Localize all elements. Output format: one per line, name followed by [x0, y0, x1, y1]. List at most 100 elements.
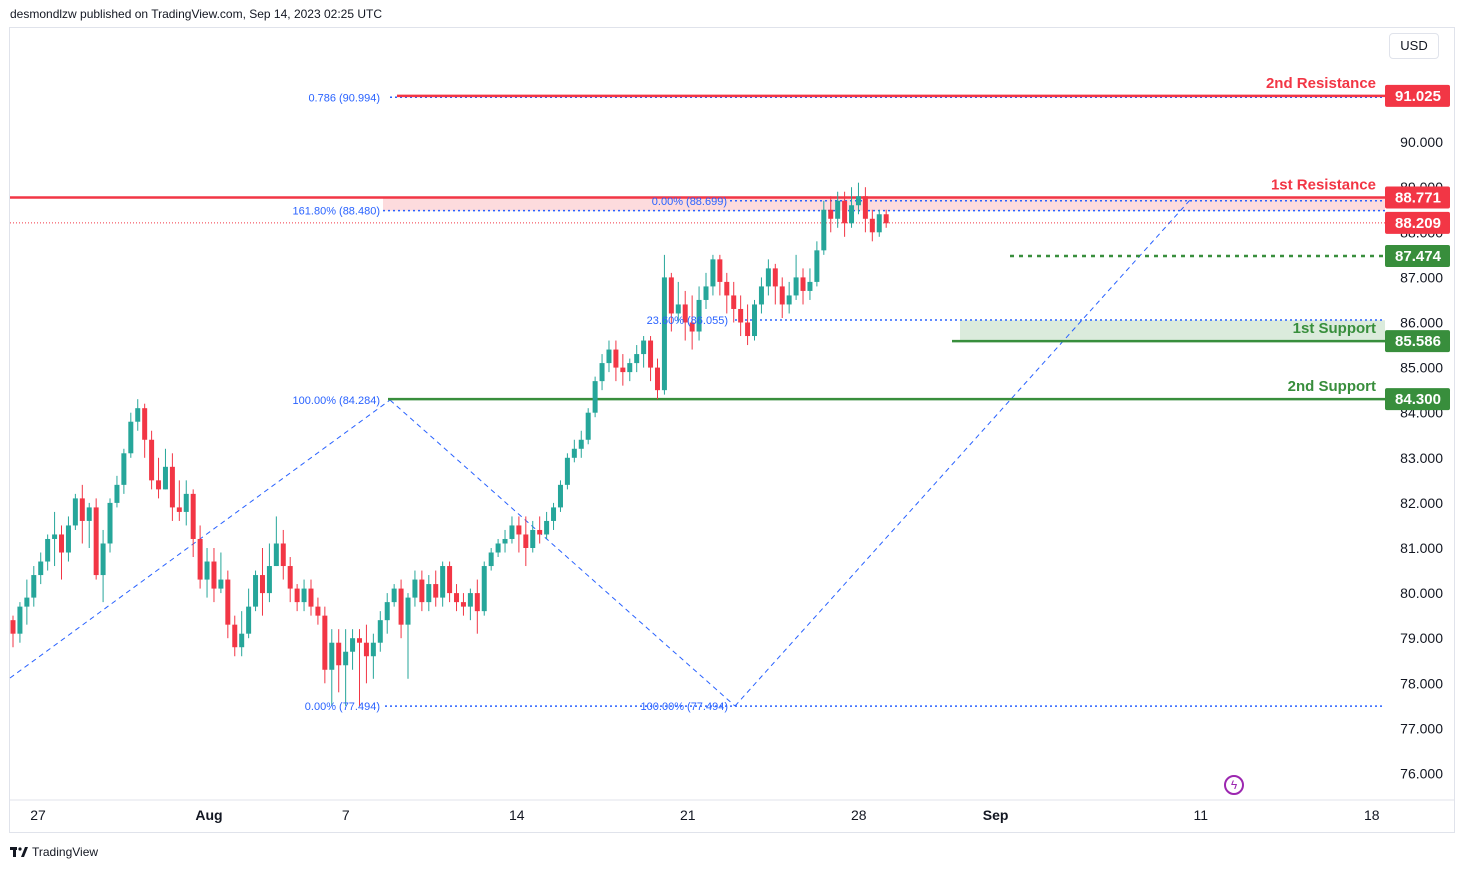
- candle: [79, 484, 85, 544]
- candle: [869, 209, 875, 242]
- candle: [571, 439, 577, 463]
- candle-body: [107, 502, 113, 544]
- candle: [135, 399, 141, 431]
- candle: [578, 430, 584, 458]
- candle-body: [862, 196, 868, 219]
- candle: [634, 345, 640, 373]
- candle-body: [544, 520, 550, 535]
- candle-body: [336, 642, 342, 666]
- candle-body: [398, 588, 404, 625]
- candle-body: [162, 466, 168, 490]
- level-name: 1st Support: [1293, 320, 1376, 337]
- candle-body: [197, 538, 203, 580]
- candle-body: [273, 543, 279, 567]
- candle-body: [557, 484, 563, 508]
- candlestick-series: [10, 182, 889, 706]
- candle: [821, 200, 827, 255]
- fib-label: 23.60% (86.055): [647, 315, 728, 327]
- candle-body: [765, 268, 771, 287]
- time-tick: 18: [1364, 807, 1380, 823]
- candle-body: [454, 593, 460, 603]
- time-tick: 7: [342, 807, 350, 823]
- candle-body: [620, 367, 626, 373]
- candle: [849, 187, 855, 228]
- candle-body: [65, 525, 71, 553]
- candle: [336, 629, 342, 693]
- time-tick: 14: [509, 807, 525, 823]
- candle: [426, 575, 432, 612]
- candle-body: [246, 606, 252, 634]
- price-tick: 90.000: [1400, 134, 1443, 150]
- candle-body: [696, 299, 702, 332]
- candle: [599, 354, 605, 391]
- candle: [474, 579, 480, 634]
- candle-body: [419, 579, 425, 603]
- candle-body: [689, 322, 695, 332]
- level-lines: [10, 94, 1385, 401]
- candle: [114, 475, 120, 508]
- candle-body: [308, 588, 314, 607]
- price-badge-label: 84.300: [1395, 391, 1441, 408]
- candle-body: [793, 277, 799, 296]
- footer: TradingView: [10, 843, 98, 861]
- candle-body: [322, 615, 328, 670]
- support-zone: [960, 320, 1385, 342]
- candle: [765, 259, 771, 296]
- candle-body: [752, 304, 758, 337]
- candle: [855, 182, 861, 215]
- candle-body: [564, 457, 570, 485]
- candle: [246, 588, 252, 639]
- candle: [696, 286, 702, 341]
- price-axis[interactable]: 76.000 77.000 78.000 79.000 80.000 81.000 82.0…: [1400, 134, 1443, 781]
- candle: [668, 272, 674, 332]
- candle: [391, 584, 397, 607]
- candle-body: [142, 408, 148, 440]
- fib-label: 161.80% (88.480): [293, 206, 380, 218]
- candle: [495, 538, 501, 558]
- candle-body: [758, 286, 764, 305]
- candle-body: [668, 277, 674, 314]
- candle-body: [835, 200, 841, 219]
- fibonacci-lines: [9, 96, 1385, 707]
- candle: [176, 480, 182, 521]
- price-tick: 81.000: [1400, 540, 1443, 556]
- candle-body: [447, 566, 453, 594]
- candle: [502, 529, 508, 553]
- candle-body: [10, 620, 16, 634]
- candle-body: [169, 466, 175, 508]
- candle-body: [59, 534, 65, 553]
- resistance-zone: [383, 197, 1385, 211]
- price-tick: 79.000: [1400, 630, 1443, 646]
- time-axis[interactable]: 27 Aug 7 14 21 28 Sep 11 18: [10, 799, 1455, 823]
- candle-body: [183, 493, 189, 512]
- candle-body: [343, 651, 349, 666]
- candle-body: [24, 597, 30, 607]
- candle: [259, 548, 265, 616]
- candle-body: [93, 507, 99, 576]
- candle: [675, 281, 681, 323]
- candle: [592, 376, 598, 418]
- candle-body: [232, 624, 238, 648]
- candle-body: [585, 412, 591, 440]
- candle-body: [800, 277, 806, 291]
- candle: [779, 277, 785, 318]
- candle: [620, 354, 626, 386]
- flash-marker-icon[interactable]: ϟ: [1224, 775, 1244, 795]
- candle: [488, 548, 494, 571]
- candle-body: [481, 566, 487, 612]
- price-tick: 76.000: [1400, 766, 1443, 782]
- candle-body: [370, 642, 376, 657]
- price-badge: [1385, 388, 1450, 411]
- candle-body: [433, 584, 439, 598]
- candle-body: [135, 408, 141, 422]
- candle: [752, 299, 758, 341]
- candle: [606, 340, 612, 373]
- candle: [661, 254, 667, 395]
- candle-body: [821, 209, 827, 251]
- candle-body: [225, 579, 231, 625]
- candle: [266, 543, 272, 603]
- price-tick: 87.000: [1400, 269, 1443, 285]
- currency-button[interactable]: USD: [1389, 33, 1439, 59]
- candle: [433, 570, 439, 607]
